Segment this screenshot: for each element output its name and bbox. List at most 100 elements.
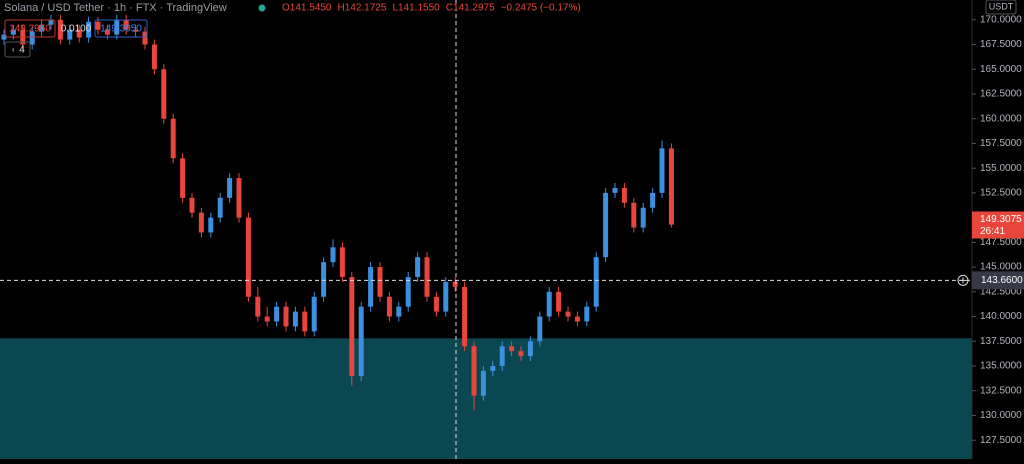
ohlc-legend: O141.5450	[282, 3, 332, 14]
candle-body	[255, 296, 261, 317]
candle-body	[415, 257, 421, 277]
spread: 0.0100	[61, 24, 92, 35]
candle-body	[368, 267, 374, 307]
candle-body	[170, 118, 176, 159]
candle-body	[217, 197, 223, 218]
candle-body	[452, 281, 458, 287]
candle-body	[311, 296, 317, 332]
candle-body	[264, 316, 270, 322]
candle-body	[198, 212, 204, 233]
y-tick-label: 162.5000	[980, 89, 1022, 100]
ask-box[interactable]	[94, 19, 148, 38]
candle-body	[621, 187, 627, 203]
y-tick-label: 165.0000	[980, 64, 1022, 75]
candle-body	[57, 19, 63, 40]
ohlc-legend: −0.2475 (−0.17%)	[501, 3, 581, 14]
y-tick-label: 137.5000	[980, 336, 1022, 347]
candle-body	[227, 178, 233, 198]
candle-body	[650, 192, 656, 208]
candle-body	[208, 217, 214, 233]
candle-body	[659, 148, 665, 193]
candle-body	[349, 276, 355, 376]
candle-body	[123, 19, 129, 30]
candle-body	[274, 306, 280, 322]
currency-box[interactable]	[985, 0, 1017, 15]
candle-body	[114, 19, 120, 35]
candle-body	[151, 44, 157, 70]
y-tick-label: 127.5000	[980, 435, 1022, 446]
y-tick-label: 140.0000	[980, 311, 1022, 322]
candle-body	[86, 21, 92, 38]
y-tick-label: 155.0000	[980, 163, 1022, 174]
candle-body	[499, 346, 505, 367]
candle-body	[292, 311, 298, 327]
candle-body	[161, 69, 167, 119]
y-tick-label: 145.0000	[980, 262, 1022, 273]
candle-body	[462, 286, 468, 347]
y-tick-label: 132.5000	[980, 385, 1022, 396]
status-dot	[258, 4, 266, 12]
candle-body	[433, 296, 439, 312]
y-tick-label: 152.5000	[980, 188, 1022, 199]
candle-body	[29, 31, 35, 45]
indicator-toggle[interactable]	[4, 41, 31, 58]
add-alert-plus[interactable]	[960, 277, 966, 284]
candle-body	[104, 29, 110, 35]
candle-body	[471, 346, 477, 396]
candle-body	[95, 21, 101, 30]
y-tick-label: 142.5000	[980, 286, 1022, 297]
candle-body	[396, 306, 402, 317]
y-tick-label: 147.5000	[980, 237, 1022, 248]
crosshair-price: 143.6600	[981, 275, 1023, 286]
ohlc-legend: H142.1725	[338, 3, 387, 14]
candle-body	[603, 192, 609, 258]
chart-title: Solana / USD Tether · 1h · FTX · Trading…	[4, 2, 227, 14]
zone	[0, 338, 972, 459]
candle-body	[302, 311, 308, 332]
candle-body	[405, 276, 411, 307]
y-tick-label: 135.0000	[980, 361, 1022, 372]
bid-box[interactable]	[4, 19, 56, 38]
y-tick-label: 167.5000	[980, 39, 1022, 50]
candle-body	[142, 31, 148, 45]
candle-body	[518, 351, 524, 357]
candle-body	[593, 257, 599, 307]
candle-body	[283, 306, 289, 327]
candle-body	[10, 29, 16, 35]
candle-body	[189, 197, 195, 213]
candle-body	[424, 257, 430, 297]
candle-body	[527, 341, 533, 357]
add-alert-button[interactable]	[957, 274, 969, 286]
currency[interactable]: USDT	[989, 1, 1014, 11]
y-tick-label: 160.0000	[980, 113, 1022, 124]
candle-body	[76, 29, 82, 38]
candle-body	[443, 281, 449, 312]
last-price: 149.3075	[980, 214, 1022, 225]
candle-body	[245, 217, 251, 297]
candle-body	[48, 19, 54, 25]
ohlc-legend: L141.1550	[392, 3, 440, 14]
y-tick-label: 170.0000	[980, 14, 1022, 25]
candle-body	[565, 311, 571, 317]
y-tick-label: 130.0000	[980, 410, 1022, 421]
candle-body	[612, 187, 618, 193]
bid[interactable]: 149.2950	[9, 24, 51, 35]
candle-body	[180, 158, 186, 198]
candle-body	[546, 291, 552, 317]
candle-body	[1, 34, 7, 40]
indicator-count[interactable]: 4	[19, 45, 25, 56]
candle-body	[133, 29, 139, 32]
ask[interactable]: 149.3050	[100, 24, 142, 35]
candle-body	[574, 316, 580, 322]
toggle-arrow[interactable]: ‹	[12, 45, 15, 54]
candle-body	[584, 306, 590, 322]
candle-body	[490, 366, 496, 371]
candle-body	[358, 306, 364, 376]
candle-body	[339, 247, 345, 277]
candle-body	[480, 370, 486, 396]
candle-body	[668, 148, 674, 225]
candle-body	[386, 296, 392, 317]
candle-body	[377, 267, 383, 297]
candle-body	[321, 262, 327, 297]
